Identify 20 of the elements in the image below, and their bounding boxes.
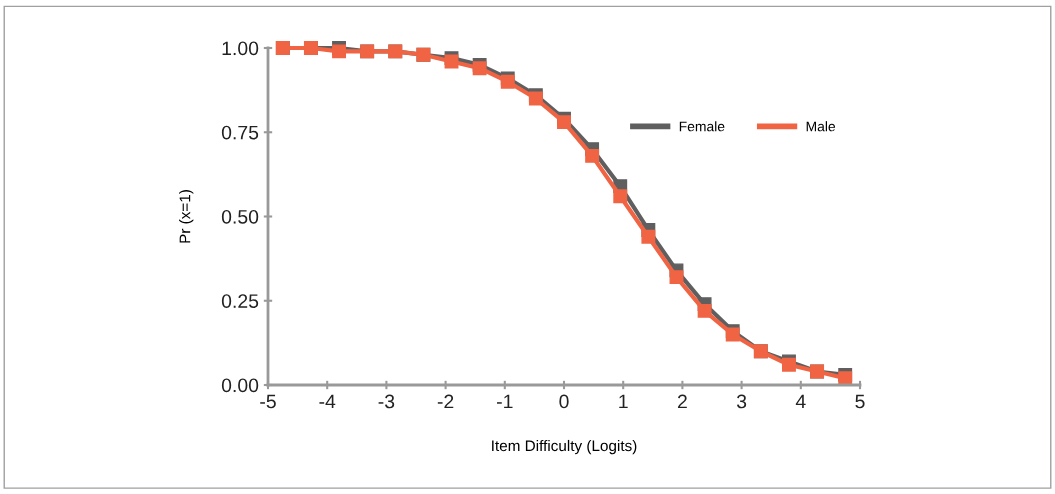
legend-label: Female xyxy=(679,121,725,132)
x-tick-label: 1 xyxy=(619,394,628,409)
y-tick-label: 0.25 xyxy=(221,294,259,308)
x-tick-label: 2 xyxy=(677,394,687,409)
x-tick-label: 4 xyxy=(795,394,806,409)
x-tick-label: 5 xyxy=(855,394,865,409)
y-tick-label: 1.00 xyxy=(222,41,259,56)
y-tick-label: 0.50 xyxy=(221,209,259,224)
x-tick-label: -3 xyxy=(378,394,395,409)
y-tick-label: 0.75 xyxy=(221,125,259,140)
x-tick-label: -5 xyxy=(260,394,276,409)
x-tick-label: 0 xyxy=(559,394,569,409)
x-tick-label: 3 xyxy=(736,394,747,409)
x-tick-label: -4 xyxy=(319,394,336,409)
x-tick-label: -1 xyxy=(497,394,513,409)
legend-label: Male xyxy=(806,121,836,132)
y-tick-label: 0.00 xyxy=(221,378,259,393)
y-axis-title: Pr (x=1) xyxy=(179,190,194,243)
x-axis-title: Item Difficulty (Logits) xyxy=(492,439,637,455)
x-tick-label: -2 xyxy=(437,394,454,409)
